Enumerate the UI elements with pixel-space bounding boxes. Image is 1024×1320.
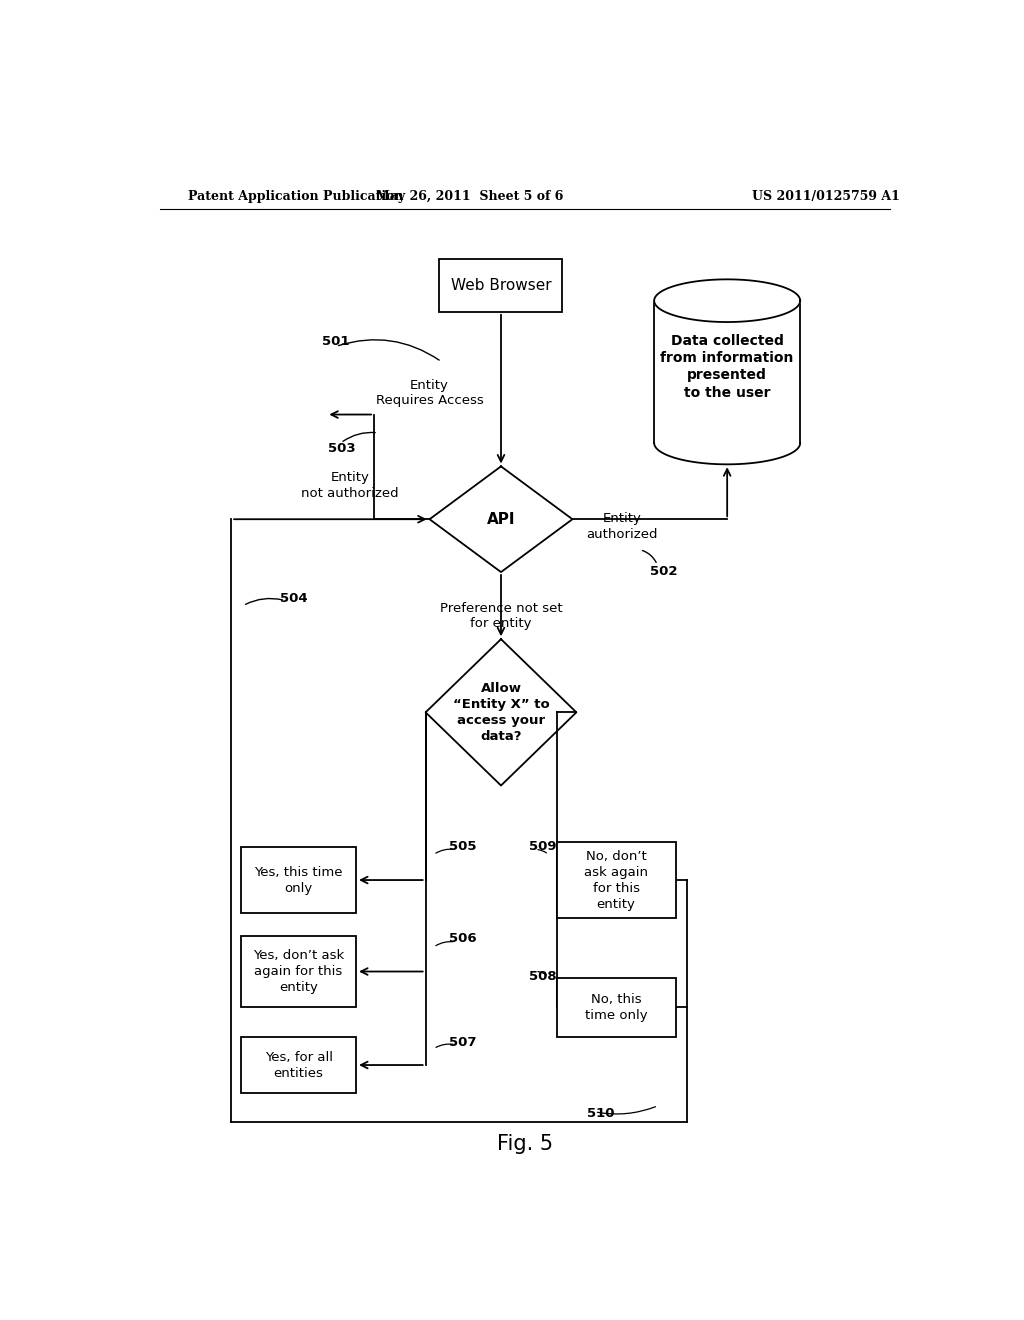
Text: 502: 502 xyxy=(650,565,678,578)
Text: US 2011/0125759 A1: US 2011/0125759 A1 xyxy=(753,190,900,202)
Text: Yes, this time
only: Yes, this time only xyxy=(254,866,343,895)
FancyBboxPatch shape xyxy=(654,301,800,444)
FancyBboxPatch shape xyxy=(557,978,676,1036)
Text: 508: 508 xyxy=(528,970,556,983)
Text: No, this
time only: No, this time only xyxy=(585,993,647,1022)
Text: May 26, 2011  Sheet 5 of 6: May 26, 2011 Sheet 5 of 6 xyxy=(376,190,563,202)
FancyBboxPatch shape xyxy=(439,259,562,312)
Text: 506: 506 xyxy=(450,932,477,945)
Text: Entity
authorized: Entity authorized xyxy=(587,512,658,541)
Text: Yes, for all
entities: Yes, for all entities xyxy=(264,1051,333,1080)
Text: Patent Application Publication: Patent Application Publication xyxy=(187,190,403,202)
Text: Preference not set
for entity: Preference not set for entity xyxy=(439,602,562,630)
Text: 504: 504 xyxy=(281,591,308,605)
Text: 510: 510 xyxy=(587,1107,614,1121)
Text: Data collected
from information
presented
to the user: Data collected from information presente… xyxy=(660,334,794,400)
Polygon shape xyxy=(430,466,572,572)
FancyBboxPatch shape xyxy=(241,1038,356,1093)
Text: Web Browser: Web Browser xyxy=(451,279,551,293)
Text: API: API xyxy=(486,512,515,527)
Text: 505: 505 xyxy=(450,840,477,853)
Polygon shape xyxy=(654,280,800,322)
Text: 509: 509 xyxy=(528,840,556,853)
Text: Entity
not authorized: Entity not authorized xyxy=(301,471,399,500)
FancyBboxPatch shape xyxy=(557,842,676,919)
Text: Fig. 5: Fig. 5 xyxy=(497,1134,553,1154)
Text: Entity
Requires Access: Entity Requires Access xyxy=(376,379,483,408)
Text: Allow
“Entity X” to
access your
data?: Allow “Entity X” to access your data? xyxy=(453,682,549,743)
Text: 503: 503 xyxy=(328,442,355,454)
FancyBboxPatch shape xyxy=(241,847,356,913)
Text: No, don’t
ask again
for this
entity: No, don’t ask again for this entity xyxy=(584,850,648,911)
FancyBboxPatch shape xyxy=(241,936,356,1007)
Text: 501: 501 xyxy=(323,335,350,348)
Text: Yes, don’t ask
again for this
entity: Yes, don’t ask again for this entity xyxy=(253,949,344,994)
Polygon shape xyxy=(426,639,577,785)
Text: 507: 507 xyxy=(450,1036,477,1049)
